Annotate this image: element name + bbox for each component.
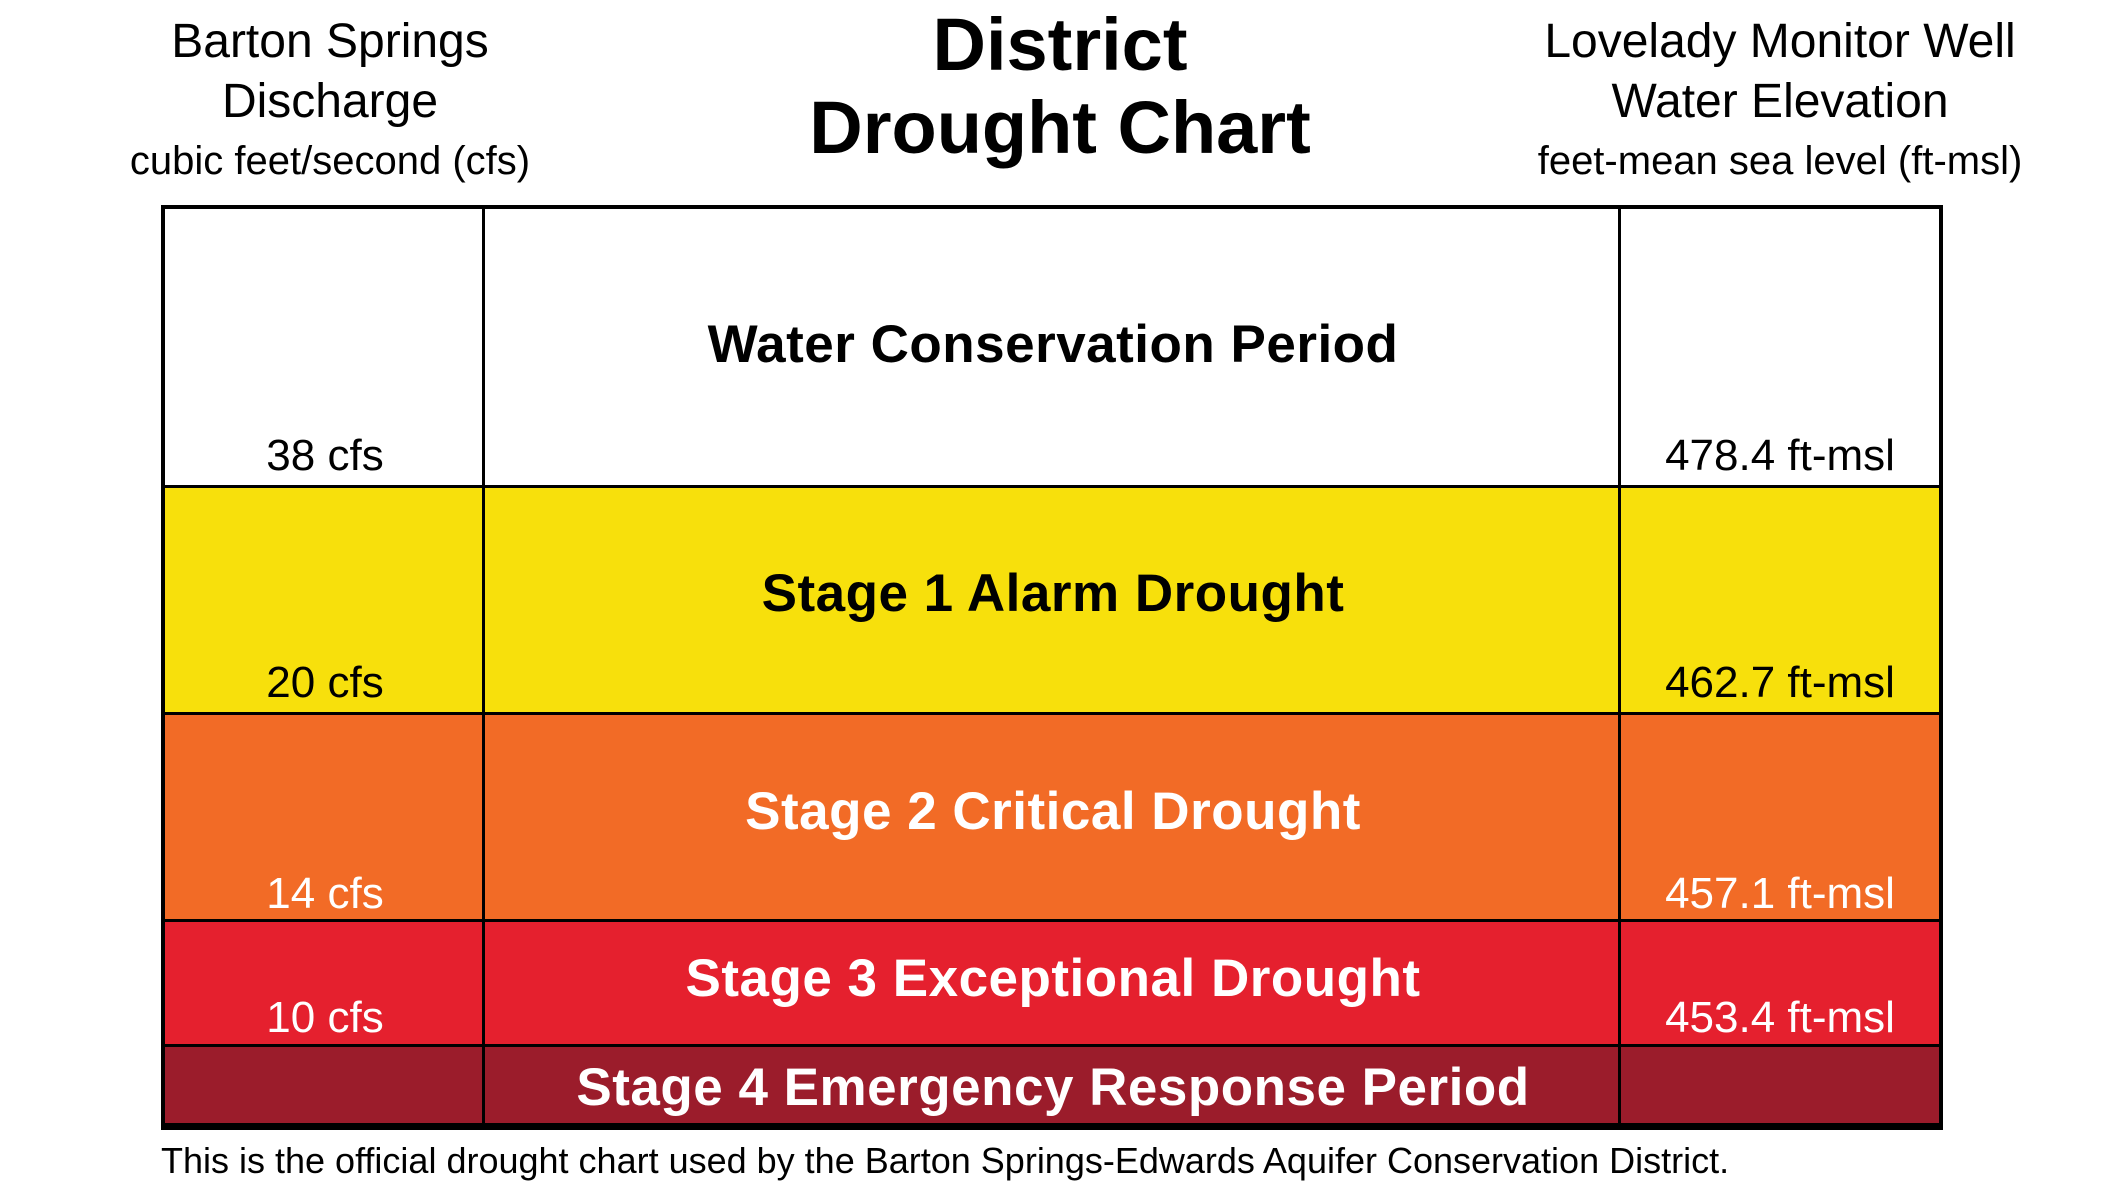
discharge-header: Barton Springs Discharge cubic feet/seco… (90, 12, 570, 186)
well-header-line1: Lovelady Monitor Well (1544, 15, 2016, 68)
discharge-header-units: cubic feet/second (cfs) (129, 139, 531, 183)
well-header: Lovelady Monitor Well Water Elevation fe… (1480, 12, 2080, 186)
stage-row-3: Stage 3 Exceptional Drought 10 cfs 453.4… (165, 922, 1939, 1047)
stage-label-2: Stage 2 Critical Drought (745, 782, 1361, 841)
stage-label-3: Stage 3 Exceptional Drought (685, 949, 1421, 1008)
column-divider-right (1618, 209, 1621, 1126)
stage-label-4: Stage 4 Emergency Response Period (576, 1058, 1530, 1117)
drought-chart-table: Water Conservation Period 38 cfs 478.4 f… (161, 205, 1943, 1130)
stage-row-1: Stage 1 Alarm Drought 20 cfs 462.7 ft-ms… (165, 488, 1939, 715)
cfs-threshold-1: 20 cfs (266, 658, 384, 707)
chart-title: District Drought Chart (720, 3, 1400, 170)
chart-title-line1: District (932, 3, 1188, 86)
discharge-header-line1: Barton Springs (171, 15, 489, 68)
footnote: This is the official drought chart used … (161, 1140, 1730, 1181)
stage-row-conservation: Water Conservation Period 38 cfs 478.4 f… (165, 209, 1939, 488)
ft-threshold-1: 462.7 ft-msl (1665, 658, 1895, 707)
column-divider-left (482, 209, 485, 1126)
stage-label-conservation: Water Conservation Period (707, 315, 1399, 374)
cfs-threshold-conservation: 38 cfs (266, 431, 384, 480)
well-header-line2: Water Elevation (1611, 75, 1949, 128)
ft-threshold-3: 453.4 ft-msl (1665, 993, 1895, 1042)
cfs-threshold-3: 10 cfs (266, 993, 384, 1042)
cfs-threshold-2: 14 cfs (266, 869, 384, 918)
discharge-header-line2: Discharge (221, 75, 439, 128)
stage-row-4: Stage 4 Emergency Response Period (165, 1047, 1939, 1126)
ft-threshold-conservation: 478.4 ft-msl (1665, 431, 1895, 480)
stage-row-2: Stage 2 Critical Drought 14 cfs 457.1 ft… (165, 715, 1939, 922)
stage-label-1: Stage 1 Alarm Drought (761, 564, 1345, 623)
chart-title-line2: Drought Chart (809, 85, 1311, 169)
ft-threshold-2: 457.1 ft-msl (1665, 869, 1895, 918)
well-header-units: feet-mean sea level (ft-msl) (1537, 139, 2023, 183)
